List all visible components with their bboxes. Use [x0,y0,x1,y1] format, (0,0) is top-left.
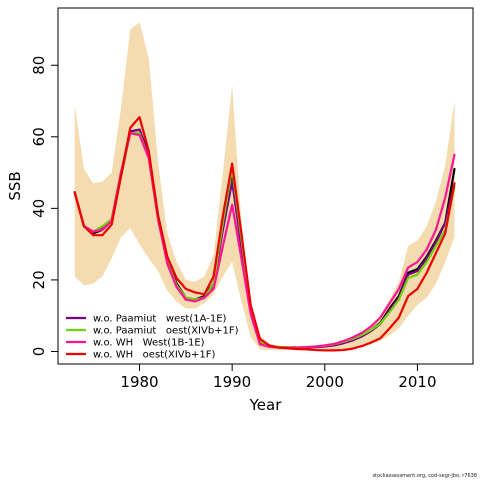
plot-frame [57,7,474,365]
footer-credit: stockassessment.org, cod-segr-jbo, r7638 [372,473,477,479]
legend-label-3: w.o. WH oest(XIVb+1F) [93,350,215,361]
y-tick-label: 80 [30,56,48,75]
legend-label-0: w.o. Paamiut west(1A-1E) [93,314,227,325]
x-tick-label: 1990 [213,373,251,391]
y-tick-label: 40 [30,199,48,218]
legend-label-1: w.o. Paamiut oest(XIVb+1F) [93,326,239,337]
series-line-2 [73,132,456,349]
legend-label-2: w.o. WH West(1B-1E) [93,338,205,349]
x-axis-title: Year [249,396,283,414]
y-axis-title: SSB [6,171,24,200]
y-tick-label: 20 [30,270,48,289]
x-tick-label: 1980 [120,373,158,391]
series-line-3 [73,132,456,349]
y-tick-label: 60 [30,127,48,146]
y-tick-label: 0 [30,347,48,357]
x-tick-label: 2010 [398,373,436,391]
series-line-4 [73,116,456,352]
x-tick-label: 2000 [306,373,344,391]
